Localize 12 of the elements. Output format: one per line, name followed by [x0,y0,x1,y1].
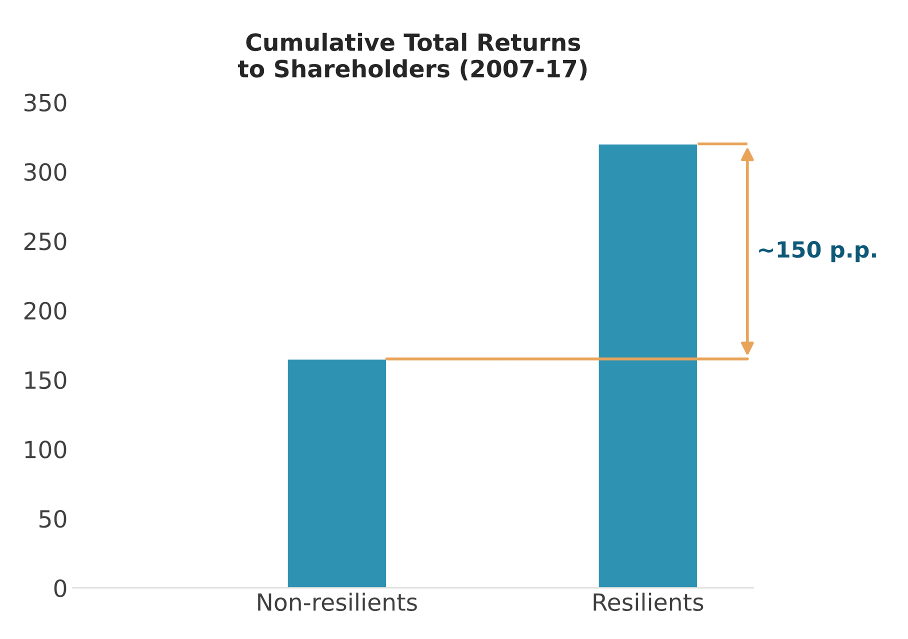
y-tick-label: 50 [40,510,66,528]
x-tick-label: Resilients [594,592,704,612]
chart-title: Cumulative Total Returns to Shareholders (2007-17) [238,32,587,80]
y-tick-label: 300 [24,163,66,181]
text: ~150 p.p. [759,241,876,262]
y-tick-label: 150 [25,371,66,390]
y-tick-label: 100 [25,440,66,458]
y-tick-label: 250 [24,232,66,250]
y-tick-label: 350 [24,94,66,112]
y-tick-label: 200 [24,302,66,320]
y-tick-label: 0 [54,579,66,598]
x-tick-label: Non-resilients [258,592,417,612]
